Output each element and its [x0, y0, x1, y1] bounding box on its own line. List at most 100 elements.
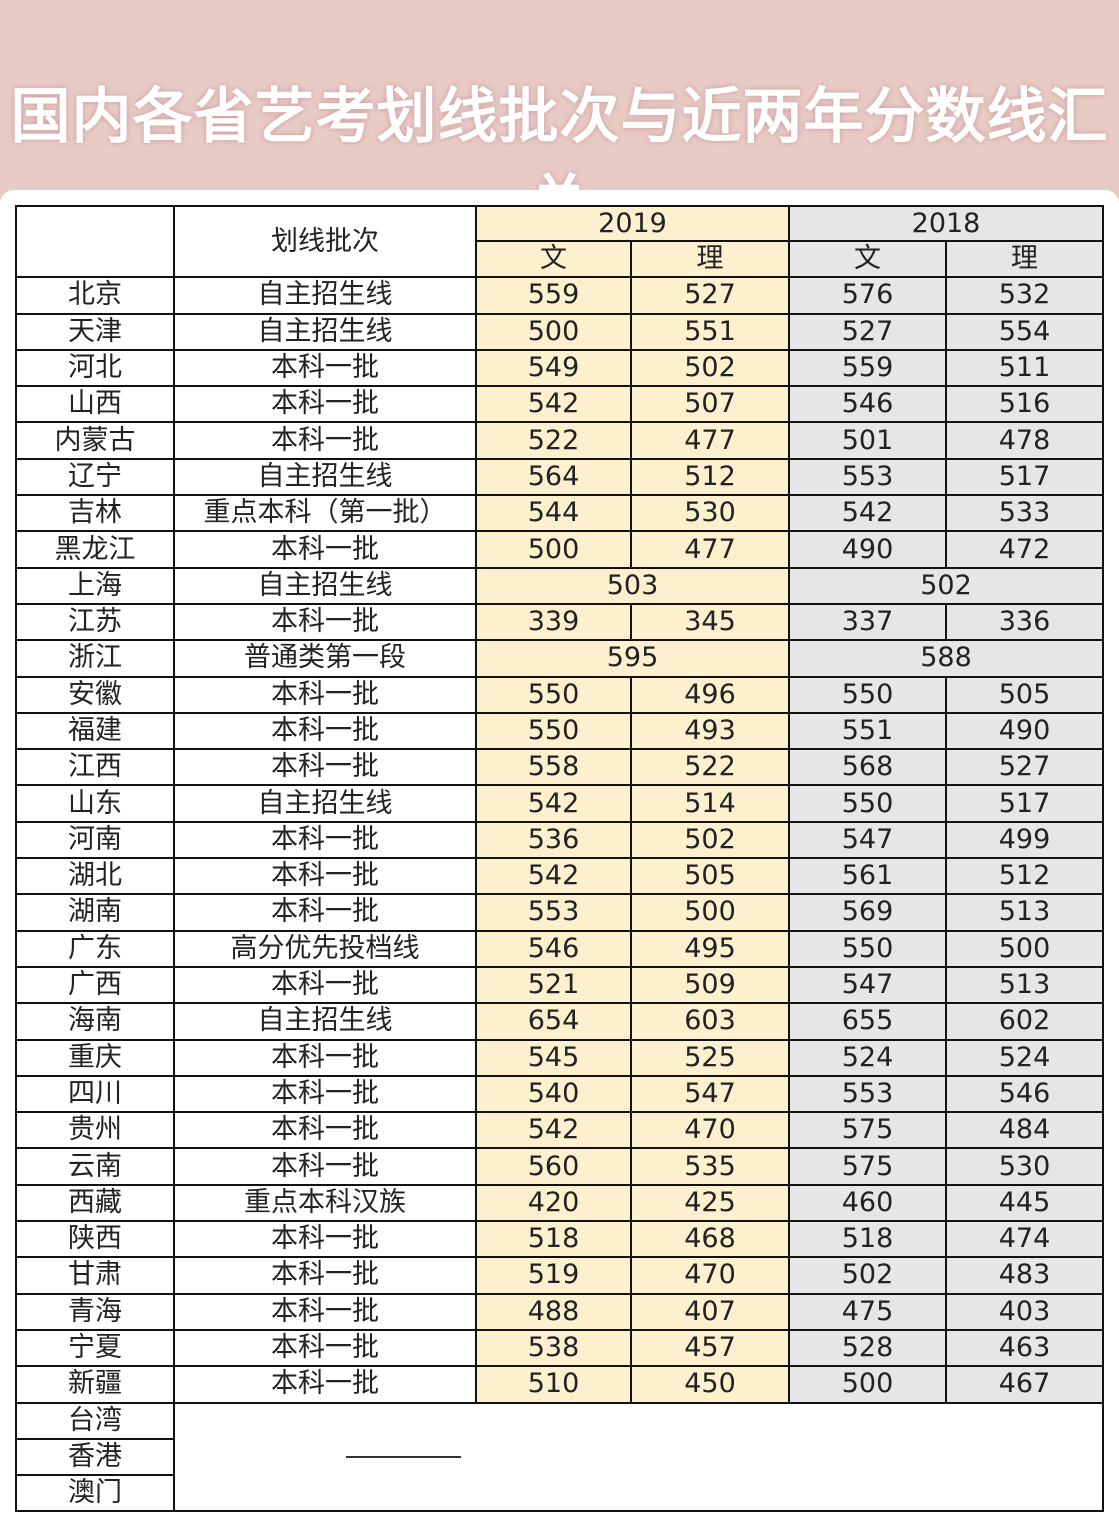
cell-2018-li: 463 [945, 1328, 1104, 1368]
cell-2018-li: 483 [945, 1256, 1104, 1295]
cell-batch: 本科一批 [173, 748, 477, 787]
cell-2019-wen: 420 [475, 1183, 632, 1223]
cell-batch: 自主招生线 [173, 784, 477, 823]
cell-province: 四川 [15, 1074, 175, 1114]
header-batch: 划线批次 [173, 204, 477, 279]
cell-province: 湖北 [15, 857, 175, 896]
cell-province: 山东 [15, 784, 175, 823]
cell-2018-li: 336 [945, 602, 1104, 642]
cell-province: 陕西 [15, 1220, 175, 1259]
cell-batch: 本科一批 [173, 385, 477, 424]
table-row: 山东 自主招生线 542 514 550 517 [15, 784, 1104, 823]
table-row: 香港 [15, 1437, 1103, 1477]
cell-2019-wen: 542 [475, 1111, 632, 1150]
cell-2019-wen: 542 [475, 385, 632, 424]
table-row: 贵州 本科一批 542 470 575 484 [15, 1111, 1104, 1150]
table-row: 甘肃 本科一批 519 470 502 483 [15, 1256, 1104, 1295]
cell-batch: 本科一批 [173, 1220, 477, 1259]
cell-province: 甘肃 [15, 1256, 175, 1295]
cell-2019-wen: 549 [475, 348, 632, 388]
cell-province: 山西 [15, 385, 175, 424]
no-data-dash [346, 1456, 461, 1459]
cell-2019-wen: 500 [475, 530, 632, 569]
cell-province: 天津 [15, 312, 175, 351]
cell-batch: 本科一批 [173, 893, 477, 932]
cell-batch: 本科一批 [173, 711, 477, 751]
header-row-subjects: 文 理 文 理 [16, 239, 1104, 279]
cell-2019-li: 468 [630, 1220, 790, 1259]
cell-2019-li: 407 [630, 1292, 790, 1331]
cell-2018-wen: 550 [788, 929, 947, 968]
table-row: 海南 自主招生线 654 603 655 602 [15, 1002, 1104, 1041]
cell-province: 香港 [15, 1437, 175, 1477]
cell-batch: 本科一批 [173, 965, 477, 1005]
table-row: 山西 本科一批 542 507 546 516 [15, 385, 1104, 424]
cell-2019-combined: 595 [475, 639, 790, 678]
cell-2019-li: 345 [630, 602, 790, 642]
cell-2018-wen: 553 [788, 457, 947, 497]
cell-2019-wen: 538 [475, 1328, 632, 1368]
cell-province: 海南 [15, 1002, 175, 1041]
cell-2019-li: 502 [630, 348, 790, 388]
cell-batch: 自主招生线 [173, 1002, 477, 1041]
cell-province: 西藏 [15, 1183, 175, 1223]
cell-2018-wen: 553 [788, 1074, 947, 1114]
cell-2019-wen: 500 [475, 312, 632, 351]
cell-batch: 本科一批 [173, 1365, 477, 1404]
cell-2019-wen: 564 [475, 457, 632, 497]
table-row: 江苏 本科一批 339 345 337 336 [15, 602, 1104, 642]
cell-2018-li: 517 [945, 784, 1104, 823]
cell-2019-li: 477 [630, 530, 790, 569]
cell-batch: 本科一批 [173, 857, 477, 896]
cell-2018-li: 513 [945, 893, 1104, 932]
header-province [15, 204, 175, 279]
table-row: 宁夏 本科一批 538 457 528 463 [15, 1328, 1104, 1368]
cell-province: 福建 [15, 711, 175, 751]
cell-2019-li: 505 [630, 857, 790, 896]
cell-2019-li: 425 [630, 1183, 790, 1223]
cell-batch: 本科一批 [173, 1292, 477, 1331]
table-row: 台湾 [15, 1401, 1104, 1513]
cell-2019-wen: 550 [475, 675, 632, 714]
header-2019-wen: 文 [475, 239, 632, 279]
cell-2018-wen: 575 [788, 1111, 947, 1150]
table-row: 湖北 本科一批 542 505 561 512 [15, 857, 1104, 896]
cell-2018-wen: 475 [788, 1292, 947, 1331]
cell-2018-li: 533 [945, 494, 1104, 533]
cell-province: 辽宁 [15, 457, 175, 497]
table-row: 重庆 本科一批 545 525 524 524 [15, 1038, 1104, 1077]
cell-2019-wen: 559 [475, 276, 632, 315]
cell-2018-wen: 569 [788, 893, 947, 932]
cell-province: 台湾 [15, 1401, 175, 1440]
cell-province: 贵州 [15, 1111, 175, 1150]
cell-batch: 普通类第一段 [173, 639, 477, 678]
cell-2019-li: 522 [630, 748, 790, 787]
cell-province: 湖南 [15, 893, 175, 932]
cell-2019-wen: 553 [475, 893, 632, 932]
cell-2018-combined: 502 [788, 566, 1104, 605]
cell-2019-wen: 540 [475, 1074, 632, 1114]
cell-2019-wen: 518 [475, 1220, 632, 1259]
header-2018-wen: 文 [788, 239, 947, 279]
cell-2019-li: 493 [630, 711, 790, 751]
cell-2018-combined: 588 [788, 639, 1104, 678]
cell-batch: 本科一批 [173, 1038, 477, 1077]
cell-batch: 自主招生线 [173, 566, 477, 605]
cell-province: 新疆 [15, 1365, 175, 1404]
cell-province: 内蒙古 [15, 421, 175, 460]
cell-2019-wen: 542 [475, 857, 632, 896]
cell-2018-wen: 528 [788, 1328, 947, 1368]
table-row: 安徽 本科一批 550 496 550 505 [15, 675, 1104, 714]
cell-2019-wen: 536 [475, 820, 632, 860]
cell-2019-li: 527 [630, 276, 790, 315]
cell-2019-li: 525 [630, 1038, 790, 1077]
cell-2019-wen: 510 [475, 1365, 632, 1404]
table-row: 江西 本科一批 558 522 568 527 [15, 748, 1104, 787]
cell-2018-li: 527 [945, 748, 1104, 787]
table-row: 福建 本科一批 550 493 551 490 [15, 711, 1104, 751]
table-row: 澳门 [15, 1474, 1103, 1513]
cell-batch: 本科一批 [173, 1147, 477, 1186]
cell-batch: 本科一批 [173, 1074, 477, 1114]
cell-2018-li: 554 [945, 312, 1104, 351]
cell-batch: 高分优先投档线 [173, 929, 477, 968]
